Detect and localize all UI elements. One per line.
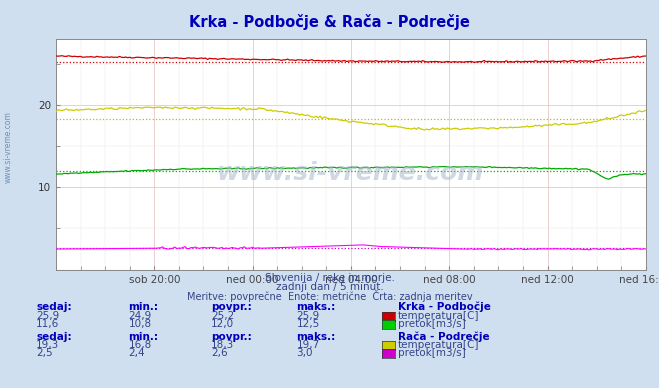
Text: povpr.:: povpr.: xyxy=(211,302,252,312)
Text: min.:: min.: xyxy=(129,331,159,341)
Text: sedaj:: sedaj: xyxy=(36,331,72,341)
Text: sedaj:: sedaj: xyxy=(36,302,72,312)
Text: Krka - Podbočje: Krka - Podbočje xyxy=(398,302,491,312)
Text: 18,3: 18,3 xyxy=(211,340,234,350)
Text: www.si-vreme.com: www.si-vreme.com xyxy=(217,161,484,185)
Text: 25,2: 25,2 xyxy=(211,311,234,321)
Text: 12,0: 12,0 xyxy=(211,319,234,329)
Text: 2,4: 2,4 xyxy=(129,348,145,358)
Text: Rača - Podrečje: Rača - Podrečje xyxy=(398,331,490,341)
Text: pretok[m3/s]: pretok[m3/s] xyxy=(398,319,466,329)
Text: 25,9: 25,9 xyxy=(297,311,320,321)
Text: Meritve: povprečne  Enote: metrične  Črta: zadnja meritev: Meritve: povprečne Enote: metrične Črta:… xyxy=(186,289,473,301)
Text: 2,5: 2,5 xyxy=(36,348,53,358)
Text: povpr.:: povpr.: xyxy=(211,331,252,341)
Text: maks.:: maks.: xyxy=(297,331,336,341)
Text: 3,0: 3,0 xyxy=(297,348,313,358)
Text: Slovenija / reke in morje.: Slovenija / reke in morje. xyxy=(264,273,395,283)
Text: 19,3: 19,3 xyxy=(36,340,59,350)
Text: temperatura[C]: temperatura[C] xyxy=(398,340,480,350)
Text: 10,8: 10,8 xyxy=(129,319,152,329)
Text: 11,6: 11,6 xyxy=(36,319,59,329)
Text: temperatura[C]: temperatura[C] xyxy=(398,311,480,321)
Text: Krka - Podbočje & Rača - Podrečje: Krka - Podbočje & Rača - Podrečje xyxy=(189,14,470,29)
Text: min.:: min.: xyxy=(129,302,159,312)
Text: 16,8: 16,8 xyxy=(129,340,152,350)
Text: 12,5: 12,5 xyxy=(297,319,320,329)
Text: zadnji dan / 5 minut.: zadnji dan / 5 minut. xyxy=(275,282,384,292)
Text: www.si-vreme.com: www.si-vreme.com xyxy=(3,111,13,184)
Text: 25,9: 25,9 xyxy=(36,311,59,321)
Text: 19,7: 19,7 xyxy=(297,340,320,350)
Text: 24,9: 24,9 xyxy=(129,311,152,321)
Text: pretok[m3/s]: pretok[m3/s] xyxy=(398,348,466,358)
Text: 2,6: 2,6 xyxy=(211,348,227,358)
Text: maks.:: maks.: xyxy=(297,302,336,312)
